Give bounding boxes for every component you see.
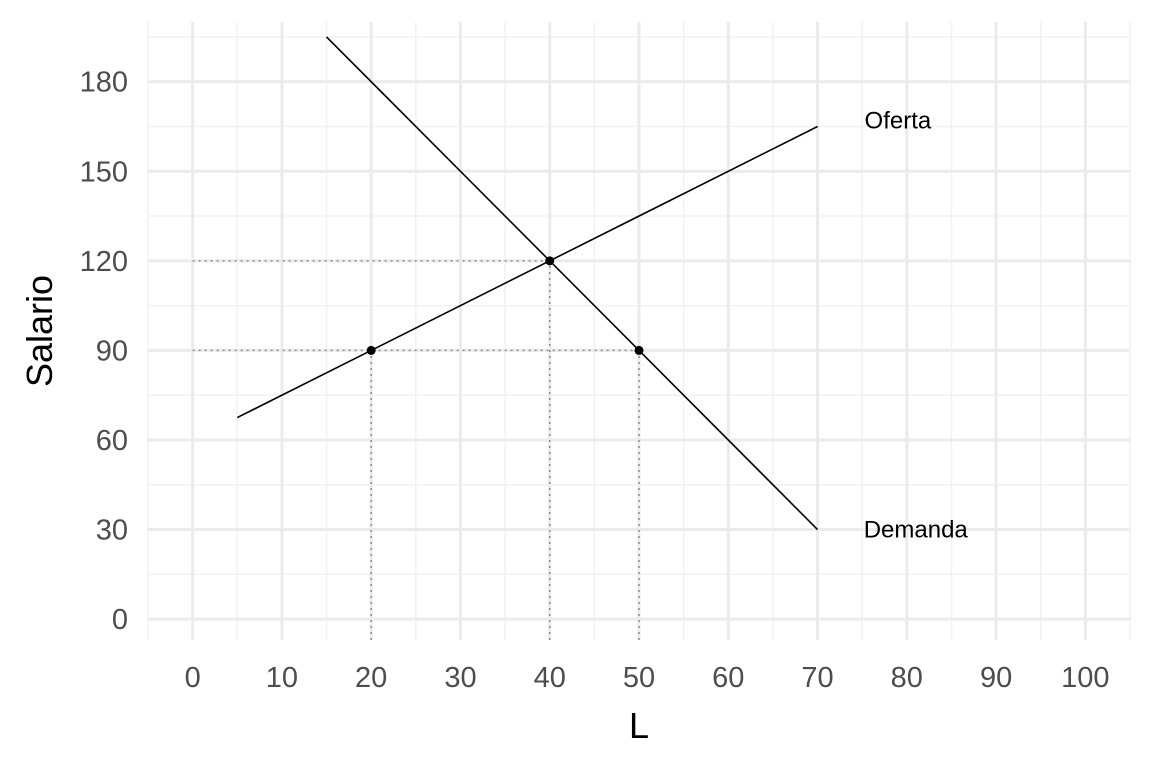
data-points: [366, 256, 644, 355]
x-tick-label: 10: [266, 662, 298, 694]
data-point: [366, 345, 376, 355]
y-tick-label: 120: [80, 246, 128, 278]
x-tick-label: 80: [891, 662, 923, 694]
data-point: [634, 345, 644, 355]
x-tick-label: 40: [534, 662, 566, 694]
series-lines: [236, 36, 819, 531]
x-tick-label: 100: [1061, 662, 1109, 694]
series-line-demanda: [325, 36, 819, 531]
y-tick-label: 30: [96, 515, 128, 547]
series-labels: Oferta Demanda: [864, 108, 969, 544]
series-label-oferta: Oferta: [865, 108, 932, 135]
y-axis-ticks: 0 30 60 90 120 150 180: [80, 67, 128, 636]
data-point: [545, 256, 555, 266]
series-line-oferta: [236, 125, 818, 419]
x-tick-label: 20: [355, 662, 387, 694]
x-tick-label: 50: [623, 662, 655, 694]
x-tick-label: 90: [980, 662, 1012, 694]
x-tick-label: 60: [712, 662, 744, 694]
guide-lines: [192, 260, 640, 640]
x-tick-label: 30: [444, 662, 476, 694]
y-tick-label: 60: [96, 425, 128, 457]
x-axis-title: L: [629, 705, 649, 746]
series-label-demanda: Demanda: [864, 517, 969, 544]
y-tick-label: 90: [96, 335, 128, 367]
grid: [147, 22, 1131, 640]
x-tick-label: 0: [185, 662, 201, 694]
y-axis-title: Salario: [19, 275, 60, 387]
y-tick-label: 180: [80, 67, 128, 99]
x-axis-ticks: 0 10 20 30 40 50 60 70 80 90 100: [185, 662, 1110, 694]
y-tick-label: 150: [80, 156, 128, 188]
x-tick-label: 70: [801, 662, 833, 694]
y-tick-label: 0: [112, 604, 128, 636]
